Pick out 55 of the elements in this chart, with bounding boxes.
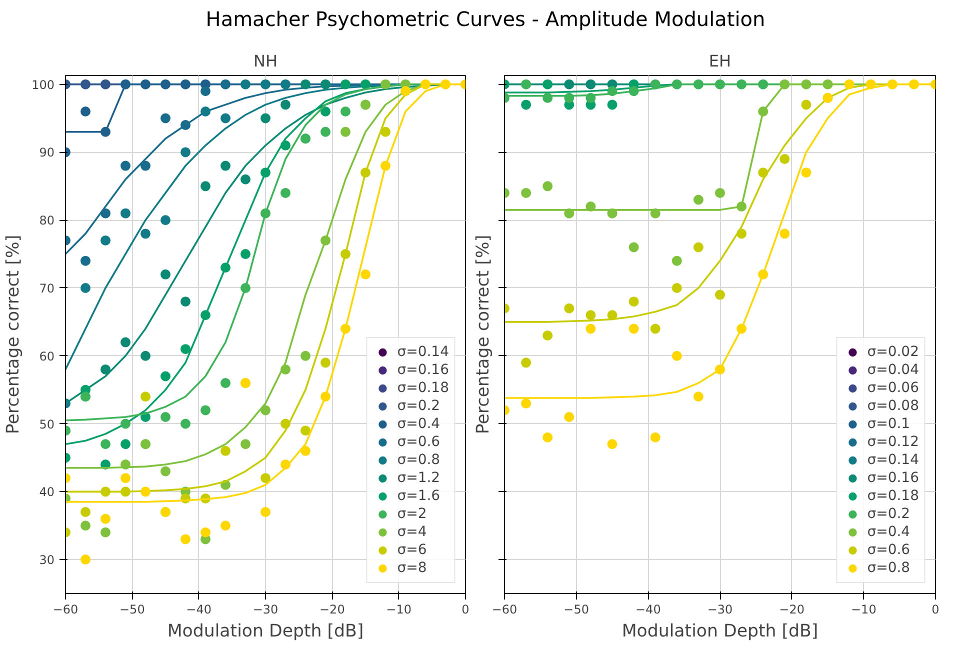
x-tick-label: −10: [386, 602, 412, 616]
x-tick-label: −10: [851, 602, 876, 616]
x-axis-title: Modulation Depth [dB]: [622, 622, 818, 642]
legend-label: σ=0.18: [397, 379, 449, 397]
legend-label: σ=0.1: [867, 415, 910, 433]
x-tick-label: −40: [636, 602, 661, 616]
legend-label: σ=0.14: [867, 451, 919, 469]
x-tick-label: −50: [120, 602, 145, 616]
legend-label: σ=0.08: [867, 397, 919, 415]
chart-subtitle: EH: [708, 52, 732, 70]
x-tick-label: −30: [707, 602, 733, 616]
legend-label: σ=0.2: [867, 505, 910, 523]
legend-label: σ=6: [397, 541, 427, 559]
legend-label: σ=0.2: [397, 397, 440, 415]
x-tick-label: 0: [462, 602, 470, 616]
legend-label: σ=0.6: [397, 433, 440, 451]
legend-label: σ=0.4: [397, 415, 440, 433]
legend-label: σ=0.14: [397, 343, 449, 361]
y-tick-label: 100: [32, 78, 54, 92]
x-tick-label: −60: [52, 602, 78, 616]
y-tick-label: 70: [39, 281, 55, 296]
x-tick-label: 0: [932, 602, 940, 616]
legend-label: σ=4: [397, 523, 427, 541]
x-tick-label: −40: [186, 602, 212, 616]
x-axis-title: Modulation Depth [dB]: [167, 622, 364, 642]
legend-label: σ=0.04: [867, 361, 919, 379]
y-tick-label: 40: [39, 485, 55, 500]
y-tick-label: 30: [39, 553, 55, 568]
x-tick-label: −30: [252, 602, 278, 616]
y-tick-label: 60: [39, 349, 55, 364]
chart-subtitle: NH: [254, 52, 278, 70]
x-tick-label: −60: [492, 602, 518, 616]
legend-label: σ=1.2: [397, 469, 440, 487]
x-tick-label: −20: [779, 602, 804, 616]
chart-title: Hamacher Psychometric Curves - Amplitude Modulation: [206, 6, 766, 33]
legend-label: σ=0.4: [867, 523, 910, 541]
legend-label: σ=0.12: [867, 433, 919, 451]
legend-label: σ=2: [397, 505, 427, 523]
legend-label: σ=0.8: [867, 559, 910, 577]
legend-label: σ=8: [397, 559, 427, 577]
legend-label: σ=0.18: [867, 487, 919, 505]
legend-label: σ=1.6: [397, 487, 440, 505]
y-tick-label: 50: [39, 417, 55, 432]
legend-label: σ=0.06: [867, 379, 919, 397]
y-tick-label: 80: [39, 214, 55, 228]
legend-label: σ=0.16: [867, 469, 919, 487]
legend-label: σ=0.02: [867, 343, 919, 361]
x-tick-label: −50: [564, 602, 589, 616]
y-axis-title: Percentage correct [%]: [474, 234, 494, 434]
legend-label: σ=0.6: [867, 541, 910, 559]
y-tick-label: 90: [39, 146, 55, 160]
legend-label: σ=0.16: [397, 361, 449, 379]
x-tick-label: −20: [320, 602, 345, 616]
y-axis-title: Percentage correct [%]: [4, 234, 24, 434]
legend-label: σ=0.8: [397, 451, 440, 469]
